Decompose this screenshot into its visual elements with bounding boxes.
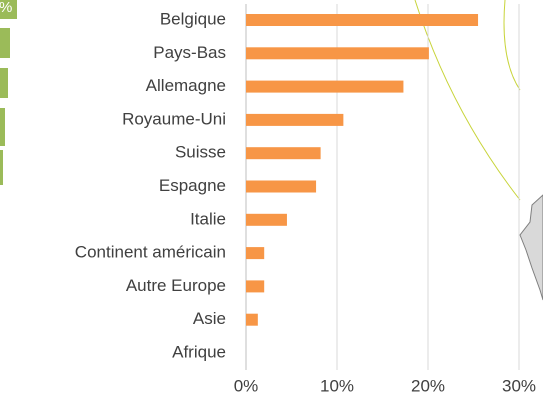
y-tick-label: Belgique	[160, 9, 226, 28]
curve	[414, 0, 521, 201]
y-tick-label: Asie	[193, 309, 226, 328]
curve	[503, 0, 521, 91]
y-tick-label: Suisse	[175, 143, 226, 162]
bar	[246, 180, 317, 193]
x-tick-label: 20%	[411, 376, 445, 395]
x-tick-label: 30%	[502, 376, 536, 395]
side-bar	[0, 0, 17, 19]
side-decoration: %	[0, 0, 543, 301]
side-bar	[0, 28, 10, 58]
y-tick-label: Afrique	[172, 342, 226, 361]
y-tick-label: Continent américain	[75, 243, 226, 262]
bar	[246, 14, 479, 26]
y-tick-label: Autre Europe	[126, 276, 226, 295]
y-tick-label: Espagne	[159, 176, 226, 195]
bar	[246, 247, 265, 260]
bar	[246, 147, 321, 160]
bar	[246, 80, 404, 93]
x-tick-label: 10%	[320, 376, 354, 395]
side-label: %	[0, 0, 12, 16]
bar	[246, 313, 258, 326]
bar	[246, 213, 287, 226]
map-shape	[519, 194, 543, 301]
y-tick-label: Italie	[190, 209, 226, 228]
bar	[246, 113, 344, 126]
bar	[246, 47, 429, 60]
bar	[246, 280, 265, 293]
y-tick-label: Royaume-Uni	[122, 109, 226, 128]
side-bar	[0, 108, 5, 146]
side-bar	[0, 150, 3, 185]
y-tick-label: Pays-Bas	[153, 43, 226, 62]
x-tick-label: 0%	[234, 376, 259, 395]
side-bar	[0, 68, 8, 98]
y-tick-label: Allemagne	[146, 76, 226, 95]
